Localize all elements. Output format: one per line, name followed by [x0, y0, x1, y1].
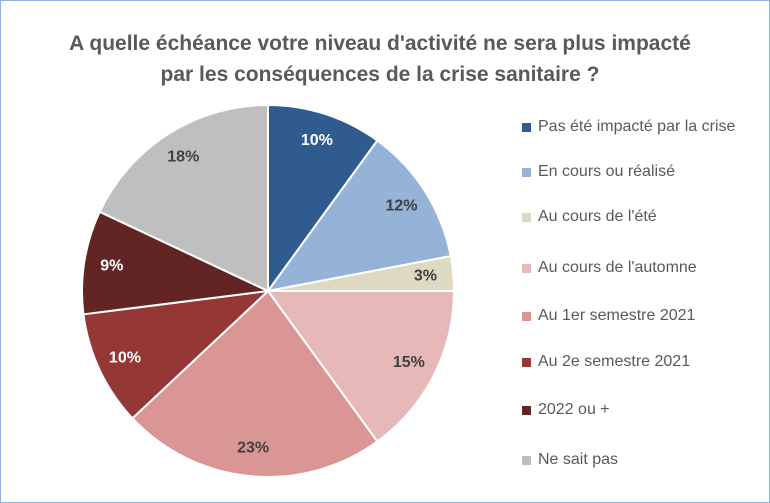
legend-swatch	[522, 213, 531, 222]
legend-label: Pas été impacté par la crise	[538, 118, 736, 135]
legend-swatch	[522, 312, 531, 321]
pie-slice	[81, 210, 272, 316]
pie-slice	[98, 103, 269, 293]
legend-swatch	[522, 358, 531, 367]
legend-label: Au 1er semestre 2021	[538, 307, 696, 324]
legend-swatch	[522, 456, 531, 465]
legend-item: Au cours de l'été	[522, 205, 738, 228]
legend-label: Au 2e semestre 2021	[538, 353, 691, 370]
legend-swatch	[522, 123, 531, 132]
pie-slice	[130, 289, 379, 478]
legend-swatch	[522, 406, 531, 415]
legend-item: Au cours de l'automne	[522, 256, 738, 279]
legend-item: Pas été impacté par la crise	[522, 115, 738, 138]
legend-label: 2022 ou +	[538, 401, 610, 418]
legend-label: Ne sait pas	[538, 451, 619, 468]
data-label: 9%	[100, 257, 123, 274]
legend-swatch	[522, 168, 531, 177]
data-label: 10%	[109, 350, 141, 367]
pie-slice	[267, 103, 379, 295]
legend-swatch	[522, 264, 531, 273]
pie-slice	[265, 139, 452, 293]
legend-item: En cours ou réalisé	[522, 160, 738, 183]
data-label: 10%	[301, 132, 333, 149]
data-label: 12%	[385, 198, 417, 215]
data-label: 15%	[393, 354, 425, 371]
data-label: 3%	[414, 267, 437, 284]
data-label: 18%	[167, 149, 199, 166]
pie-slice	[266, 290, 456, 443]
data-label: 23%	[237, 440, 269, 457]
legend-item: 2022 ou +	[522, 398, 738, 421]
pie-slice	[82, 289, 271, 420]
legend-label: Au cours de l'été	[538, 208, 657, 225]
legend-label: Au cours de l'automne	[538, 259, 697, 276]
legend-item: Au 1er semestre 2021	[522, 304, 738, 327]
legend-label: En cours ou réalisé	[538, 163, 675, 180]
legend-item: Ne sait pas	[522, 448, 738, 471]
legend-item: Au 2e semestre 2021	[522, 350, 738, 373]
chart-title: A quelle échéance votre niveau d'activit…	[69, 32, 691, 86]
